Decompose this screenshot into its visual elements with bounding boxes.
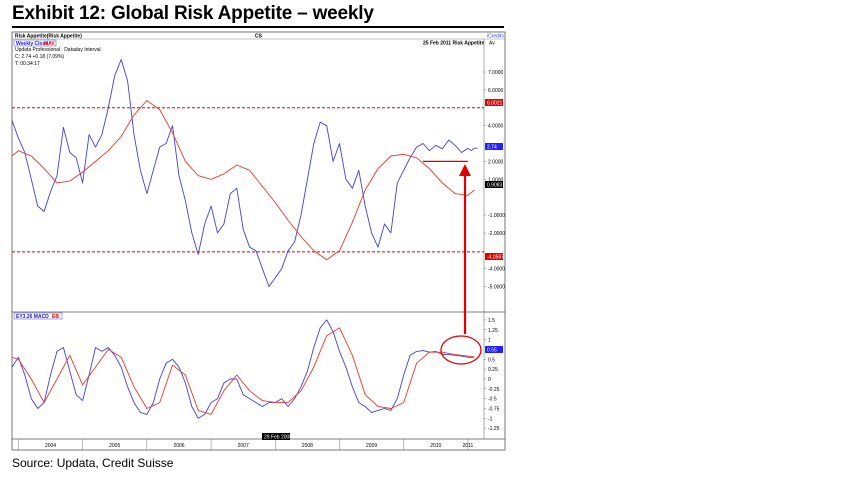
macd-y-tick-label: 1.5 (488, 318, 495, 324)
legend-info-2: C: 2.74 +0.18 (7.09%) (15, 54, 64, 60)
chart-header-corner: iCredits (487, 34, 504, 40)
macd-y-tick-label: 0 (488, 377, 491, 383)
tag-current-value: 2.74 (485, 143, 503, 151)
macd-series (11, 319, 475, 419)
upper-series-main (11, 59, 478, 287)
tag-avg-value: 0.9083 (485, 181, 503, 189)
legend-weekly-close: Weekly Close (16, 41, 48, 47)
svg-text:-4.0587: -4.0587 (487, 255, 504, 261)
svg-text:29 Feb 2008: 29 Feb 2008 (264, 435, 292, 441)
source-note: Source: Updata, Credit Suisse (12, 456, 174, 470)
upper-series (11, 59, 478, 287)
macd-y-tick-label: -1.25 (488, 426, 500, 432)
svg-text:2.74: 2.74 (487, 145, 497, 151)
upper-y-tick-label: 6.0000 (488, 88, 504, 94)
annotations (422, 160, 482, 365)
chart-header-left: Risk Appetite(Risk Appetite) (15, 34, 82, 40)
x-tick-labels: 2004 2005 2006 2007 2008 2009 2010 2011 (18, 439, 473, 450)
legend-mav: MAV (44, 41, 55, 47)
chart-frame (11, 31, 506, 451)
highlight-circle (440, 335, 482, 365)
x-tick-label: 2004 (45, 443, 56, 449)
threshold-lines (12, 107, 484, 253)
upper-y-tick-label: 1.0000 (488, 177, 504, 183)
macd-legend-label: EY3.26 MACD (16, 314, 49, 320)
macd-y-tick-label: 1.25 (488, 328, 498, 334)
upper-y-tick-label: 7.0000 (488, 70, 504, 76)
title-rule (12, 26, 504, 28)
macd-y-tick-label: -0.75 (488, 407, 500, 413)
macd-y-tick-label: 0.25 (488, 367, 498, 373)
upper-series-avg (11, 100, 475, 261)
arrow-head (459, 164, 471, 176)
date-popup: 29 Feb 2008 (262, 433, 292, 441)
svg-text:6.0021: 6.0021 (487, 101, 503, 107)
macd-y-tick-label: -0.5 (488, 397, 497, 403)
svg-text:0.55: 0.55 (487, 348, 497, 354)
x-tick-label: 2007 (238, 443, 249, 449)
tag-lower-threshold: -4.0587 (485, 253, 504, 261)
macd-legend-box (13, 312, 63, 320)
macd-y-tick-label: -0.25 (488, 387, 500, 393)
x-tick-label: 2005 (109, 443, 120, 449)
upper-y-tick-label: -2.0000 (488, 231, 505, 237)
legend-box (13, 39, 57, 47)
exhibit-title: Exhibit 12: Global Risk Appetite – weekl… (12, 3, 374, 24)
y-tick-labels: 7.0000 6.0000 4.0000 2.0000 1.0000 -1.0000 -2.… (484, 70, 505, 432)
macd-y-tick-label: 1 (488, 338, 491, 344)
tag-upper-threshold: 6.0021 (485, 99, 503, 107)
upper-y-tick-label: -1.0000 (488, 213, 505, 219)
chart-header-top-right: Av (489, 41, 495, 47)
tag-macd-current: 0.55 (485, 346, 503, 354)
macd-y-tick-label: 0.5 (488, 357, 495, 363)
x-tick-label: 2008 (302, 443, 313, 449)
x-tick-label: 2006 (173, 443, 184, 449)
upper-y-tick-label: -5.0000 (488, 285, 505, 291)
macd-y-tick-label: -1 (488, 416, 493, 422)
legend-info-1: Updata Professional : Dataday Interval (15, 47, 101, 53)
upper-y-tick-label: -4.0000 (488, 267, 505, 273)
upper-y-tick-label: 2.0000 (488, 159, 504, 165)
chart-header-center: CS (255, 34, 263, 40)
upper-y-tick-label: 4.0000 (488, 124, 504, 130)
chart-header-right: 25 Feb 2011 Risk Appetite (423, 41, 484, 47)
svg-text:0.9083: 0.9083 (487, 183, 503, 189)
x-tick-label: 2009 (366, 443, 377, 449)
macd-series-avg (11, 327, 475, 415)
x-tick-label: 2010 (430, 443, 441, 449)
legend-info-3: T: 00:34:17 (15, 61, 40, 67)
macd-series-main (11, 319, 475, 419)
macd-legend-tag: EB (52, 314, 59, 320)
